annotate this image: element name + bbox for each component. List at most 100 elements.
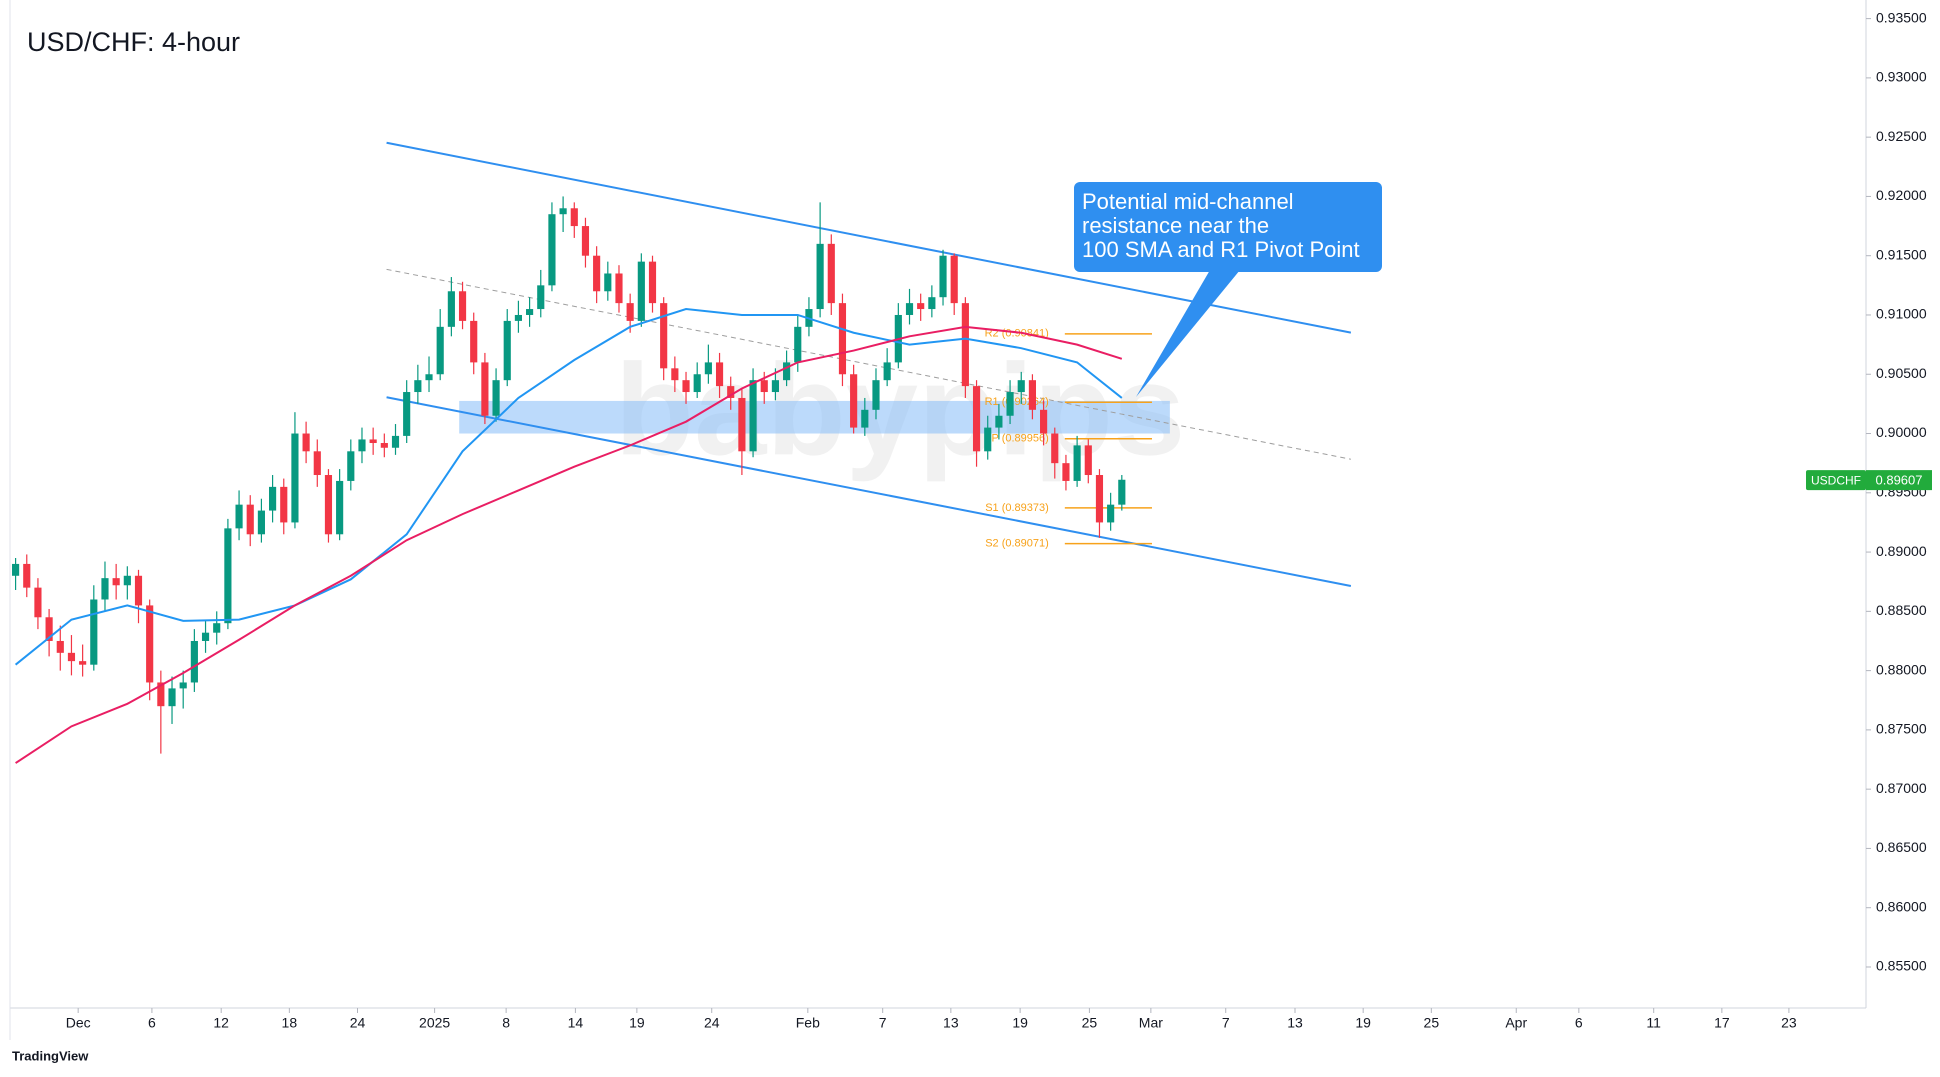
candle-body xyxy=(604,273,612,292)
y-tick-label: 0.85500 xyxy=(1876,958,1927,974)
candle-body xyxy=(693,374,701,393)
y-tick-label: 0.88500 xyxy=(1876,602,1927,618)
footer-logo: TradingView xyxy=(12,1048,89,1063)
candle-body xyxy=(179,682,187,689)
last-price-tag xyxy=(1866,470,1932,491)
pivot-label: S1 (0.89373) xyxy=(985,502,1049,514)
candle-body xyxy=(1073,445,1081,481)
channel-midline xyxy=(386,268,1351,460)
candle-body xyxy=(626,303,634,321)
x-tick-label: 19 xyxy=(1012,1015,1028,1031)
candle-body xyxy=(503,320,511,381)
x-tick-label: 13 xyxy=(1287,1015,1303,1031)
candle-body xyxy=(995,415,1003,428)
x-tick-label: 11 xyxy=(1646,1015,1661,1031)
candle-body xyxy=(291,433,299,523)
y-tick-label: 0.90500 xyxy=(1876,365,1927,381)
candle-body xyxy=(648,261,657,304)
x-tick-label: Apr xyxy=(1505,1015,1527,1031)
candle-body xyxy=(56,640,64,653)
x-tick-label: Feb xyxy=(796,1015,820,1031)
last-price-label: 0.89607 xyxy=(1876,473,1923,488)
candle-body xyxy=(79,661,87,665)
candle-body xyxy=(246,504,254,535)
candle-body xyxy=(447,291,455,327)
candle-body xyxy=(369,439,377,444)
candle-body xyxy=(660,303,668,369)
x-tick-label: 7 xyxy=(1222,1015,1230,1031)
candle-body xyxy=(548,214,556,286)
x-tick-label: 17 xyxy=(1714,1015,1730,1031)
candle-body xyxy=(917,303,925,310)
candle-body xyxy=(168,688,176,707)
y-tick-label: 0.91500 xyxy=(1876,246,1927,262)
candle-body xyxy=(738,397,746,452)
candle-body xyxy=(593,255,601,292)
y-tick-label: 0.89000 xyxy=(1876,543,1927,559)
candle-body xyxy=(838,303,847,375)
pivot-label: S2 (0.89071) xyxy=(985,538,1049,550)
callout-text: resistance near the xyxy=(1082,213,1269,238)
x-tick-label: 7 xyxy=(879,1015,887,1031)
x-tick-label: Dec xyxy=(66,1015,91,1031)
candle-body xyxy=(905,303,914,315)
candle-body xyxy=(157,682,165,707)
candle-body xyxy=(1006,392,1014,416)
y-tick-label: 0.86500 xyxy=(1876,839,1927,855)
x-tick-label: 6 xyxy=(1575,1015,1583,1031)
candle-body xyxy=(458,291,467,321)
candle-body xyxy=(358,439,366,452)
x-tick-label: 24 xyxy=(350,1015,366,1031)
candle-body xyxy=(201,632,210,641)
x-tick-label: 12 xyxy=(213,1015,229,1031)
moving-average xyxy=(15,325,1123,764)
candle-body xyxy=(704,362,712,375)
candle-body xyxy=(23,563,31,588)
candle-body xyxy=(257,510,265,535)
candle-body xyxy=(1051,433,1059,464)
candle-body xyxy=(727,386,735,398)
candle-body xyxy=(682,380,690,393)
candle-body xyxy=(90,599,98,665)
candle-body xyxy=(1095,475,1104,523)
candle-body xyxy=(224,528,232,624)
y-tick-label: 0.88000 xyxy=(1876,661,1927,677)
candle-body xyxy=(403,392,411,436)
candle-body xyxy=(1017,380,1025,393)
candle-body xyxy=(235,504,243,529)
candle-body xyxy=(939,255,947,298)
candle-body xyxy=(146,605,154,683)
y-tick-label: 0.87000 xyxy=(1876,780,1927,796)
candle-body xyxy=(794,326,802,363)
candle-body xyxy=(425,374,433,381)
candle-body xyxy=(280,486,288,523)
candle-body xyxy=(972,386,981,452)
candle-body xyxy=(559,208,567,215)
pivot-label: R1 (0.90264) xyxy=(985,396,1049,408)
chart-title: USD/CHF: 4-hour xyxy=(27,27,240,57)
x-tick-label: 24 xyxy=(704,1015,720,1031)
x-tick-label: 25 xyxy=(1424,1015,1440,1031)
candle-body xyxy=(637,261,645,321)
channel-line xyxy=(386,396,1352,587)
candle-body xyxy=(760,380,768,393)
candle-body xyxy=(112,578,120,586)
x-tick-label: 14 xyxy=(568,1015,584,1031)
y-tick-label: 0.92000 xyxy=(1876,187,1927,203)
candle-body xyxy=(771,380,779,393)
candle-body xyxy=(470,320,478,363)
candle-body xyxy=(816,243,824,310)
candle-body xyxy=(783,362,791,381)
y-tick-label: 0.92500 xyxy=(1876,128,1927,144)
y-tick-label: 0.91000 xyxy=(1876,306,1927,322)
moving-average xyxy=(14,308,1123,666)
callout-pointer xyxy=(1136,270,1240,397)
y-tick-label: 0.90000 xyxy=(1876,424,1927,440)
candle-body xyxy=(581,226,590,256)
candle-body xyxy=(134,575,143,606)
candle-body xyxy=(861,409,869,428)
candle-body xyxy=(324,475,333,535)
candle-body xyxy=(872,380,880,410)
x-tick-label: 6 xyxy=(148,1015,156,1031)
